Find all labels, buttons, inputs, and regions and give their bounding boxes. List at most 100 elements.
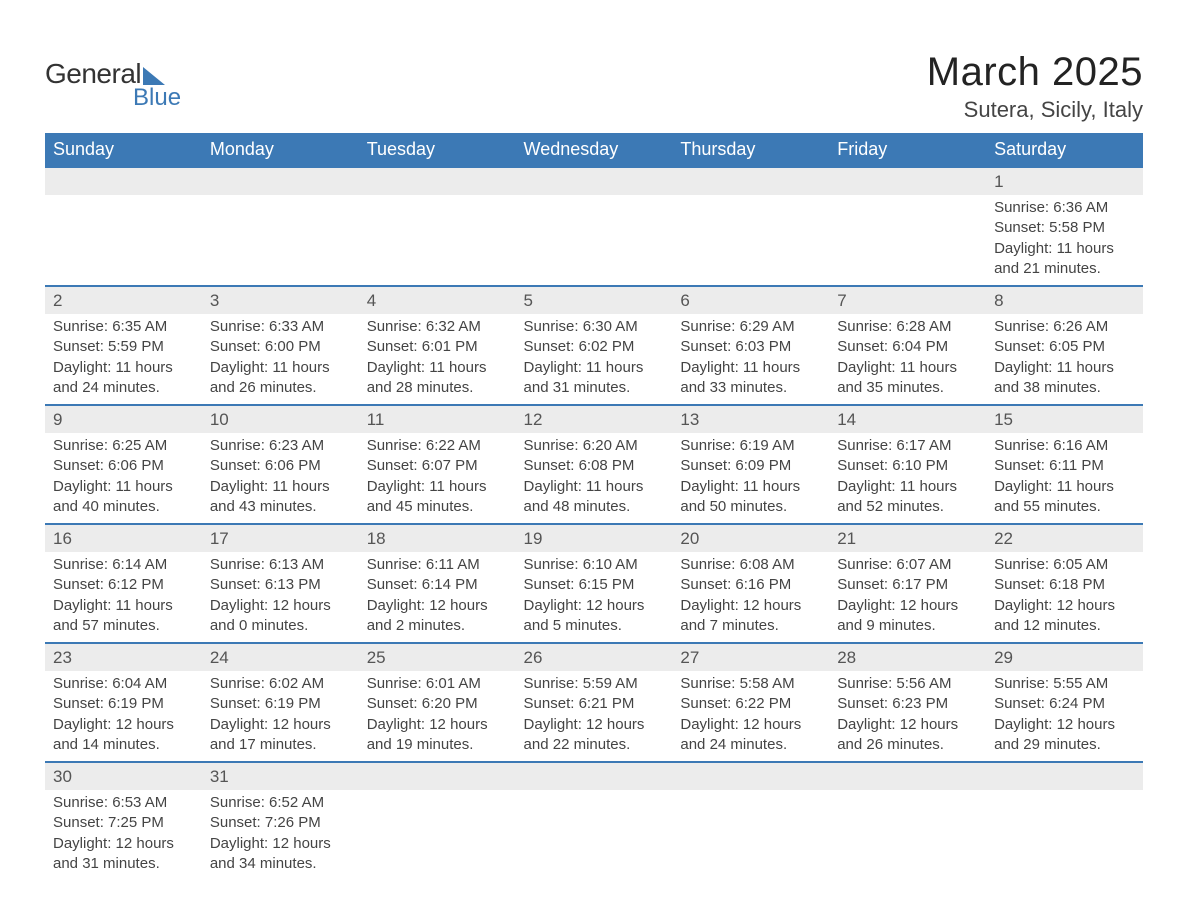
day-number-cell: 28 (829, 643, 986, 671)
day-d2: and 31 minutes. (524, 378, 665, 398)
day-d1: Daylight: 12 hours (994, 596, 1135, 616)
week-detail-row: Sunrise: 6:04 AMSunset: 6:19 PMDaylight:… (45, 671, 1143, 762)
day-number-cell: 27 (672, 643, 829, 671)
day-detail-cell: Sunrise: 6:26 AMSunset: 6:05 PMDaylight:… (986, 314, 1143, 405)
brand-triangle-icon (143, 67, 165, 85)
day-number-cell (516, 167, 673, 195)
day-header: Friday (829, 133, 986, 167)
day-d1: Daylight: 11 hours (210, 477, 351, 497)
day-sunrise: Sunrise: 6:35 AM (53, 317, 194, 337)
day-d1: Daylight: 12 hours (367, 596, 508, 616)
day-header: Wednesday (516, 133, 673, 167)
day-number-cell: 22 (986, 524, 1143, 552)
day-d2: and 50 minutes. (680, 497, 821, 517)
day-d1: Daylight: 12 hours (837, 715, 978, 735)
day-sunrise: Sunrise: 6:05 AM (994, 555, 1135, 575)
day-sunset: Sunset: 6:07 PM (367, 456, 508, 476)
day-sunset: Sunset: 6:11 PM (994, 456, 1135, 476)
day-d1: Daylight: 12 hours (53, 715, 194, 735)
day-sunset: Sunset: 6:06 PM (53, 456, 194, 476)
day-d1: Daylight: 11 hours (53, 477, 194, 497)
day-detail-cell: Sunrise: 6:05 AMSunset: 6:18 PMDaylight:… (986, 552, 1143, 643)
day-number-cell: 16 (45, 524, 202, 552)
day-detail-cell: Sunrise: 6:16 AMSunset: 6:11 PMDaylight:… (986, 433, 1143, 524)
day-sunset: Sunset: 6:24 PM (994, 694, 1135, 714)
day-detail-cell: Sunrise: 6:04 AMSunset: 6:19 PMDaylight:… (45, 671, 202, 762)
day-detail-cell: Sunrise: 6:01 AMSunset: 6:20 PMDaylight:… (359, 671, 516, 762)
day-detail-cell: Sunrise: 6:28 AMSunset: 6:04 PMDaylight:… (829, 314, 986, 405)
month-title: March 2025 (927, 50, 1143, 95)
day-detail-cell: Sunrise: 6:25 AMSunset: 6:06 PMDaylight:… (45, 433, 202, 524)
day-sunrise: Sunrise: 6:01 AM (367, 674, 508, 694)
day-detail-cell: Sunrise: 6:36 AMSunset: 5:58 PMDaylight:… (986, 195, 1143, 286)
day-sunrise: Sunrise: 6:07 AM (837, 555, 978, 575)
day-detail-cell: Sunrise: 6:53 AMSunset: 7:25 PMDaylight:… (45, 790, 202, 880)
week-detail-row: Sunrise: 6:14 AMSunset: 6:12 PM Daylight:… (45, 552, 1143, 643)
day-number-cell (45, 167, 202, 195)
day-sunset: Sunset: 6:12 PM (53, 575, 194, 595)
day-d2: and 0 minutes. (210, 616, 351, 636)
day-d1: Daylight: 12 hours (994, 715, 1135, 735)
day-d1: Daylight: 11 hours (367, 358, 508, 378)
day-number-cell: 19 (516, 524, 673, 552)
day-d2: and 35 minutes. (837, 378, 978, 398)
day-sunrise: Sunrise: 5:58 AM (680, 674, 821, 694)
week-daynum-row: 9101112131415 (45, 405, 1143, 433)
day-detail-cell: Sunrise: 6:08 AMSunset: 6:16 PMDaylight:… (672, 552, 829, 643)
day-d2: and 9 minutes. (837, 616, 978, 636)
day-sunset: Sunset: 6:18 PM (994, 575, 1135, 595)
day-sunrise: Sunrise: 5:59 AM (524, 674, 665, 694)
day-detail-cell (359, 790, 516, 880)
day-number-cell (829, 167, 986, 195)
day-detail-cell (359, 195, 516, 286)
day-d2: and 31 minutes. (53, 854, 194, 874)
day-d2: and 34 minutes. (210, 854, 351, 874)
day-d2: and 2 minutes. (367, 616, 508, 636)
day-d1: Daylight: 11 hours (524, 358, 665, 378)
week-detail-row: Sunrise: 6:35 AMSunset: 5:59 PMDaylight:… (45, 314, 1143, 405)
day-d1: Daylight: 12 hours (680, 596, 821, 616)
day-sunrise: Sunrise: 6:52 AM (210, 793, 351, 813)
day-number-cell: 9 (45, 405, 202, 433)
day-d1: Daylight: 12 hours (210, 834, 351, 854)
day-d2: and 55 minutes. (994, 497, 1135, 517)
day-number-cell: 2 (45, 286, 202, 314)
day-d2: and 45 minutes. (367, 497, 508, 517)
day-number-cell (202, 167, 359, 195)
day-header-row: Sunday Monday Tuesday Wednesday Thursday… (45, 133, 1143, 167)
day-detail-cell: Sunrise: 5:58 AMSunset: 6:22 PMDaylight:… (672, 671, 829, 762)
week-detail-row: Sunrise: 6:25 AMSunset: 6:06 PMDaylight:… (45, 433, 1143, 524)
day-d1: Daylight: 11 hours (53, 358, 194, 378)
day-header: Sunday (45, 133, 202, 167)
day-d1: Daylight: 12 hours (367, 715, 508, 735)
day-detail-cell: Sunrise: 6:19 AMSunset: 6:09 PMDaylight:… (672, 433, 829, 524)
day-number-cell: 30 (45, 762, 202, 790)
day-detail-cell (516, 195, 673, 286)
day-number-cell: 14 (829, 405, 986, 433)
day-sunrise: Sunrise: 5:56 AM (837, 674, 978, 694)
day-sunrise: Sunrise: 6:14 AM (53, 555, 194, 575)
day-number-cell: 18 (359, 524, 516, 552)
day-sunset: Sunset: 6:19 PM (53, 694, 194, 714)
day-d1: Daylight: 12 hours (210, 715, 351, 735)
day-sunrise: Sunrise: 6:33 AM (210, 317, 351, 337)
day-d1: Daylight: 11 hours (994, 239, 1135, 259)
day-d2: and 52 minutes. (837, 497, 978, 517)
day-sunrise: Sunrise: 6:11 AM (367, 555, 508, 575)
brand-name-1: General (45, 58, 141, 90)
day-detail-cell: Sunrise: 6:32 AMSunset: 6:01 PMDaylight:… (359, 314, 516, 405)
day-d1: Daylight: 11 hours (210, 358, 351, 378)
day-d1: Daylight: 11 hours (367, 477, 508, 497)
day-number-cell: 21 (829, 524, 986, 552)
day-sunrise: Sunrise: 6:16 AM (994, 436, 1135, 456)
day-d2: and 17 minutes. (210, 735, 351, 755)
day-sunrise: Sunrise: 6:02 AM (210, 674, 351, 694)
day-number-cell: 8 (986, 286, 1143, 314)
day-detail-cell: Sunrise: 5:59 AMSunset: 6:21 PMDaylight:… (516, 671, 673, 762)
day-sunset: Sunset: 6:01 PM (367, 337, 508, 357)
day-d2: and 38 minutes. (994, 378, 1135, 398)
day-d2: and 29 minutes. (994, 735, 1135, 755)
day-sunset: Sunset: 7:26 PM (210, 813, 351, 833)
day-d1: Daylight: 11 hours (680, 477, 821, 497)
day-sunset: Sunset: 6:06 PM (210, 456, 351, 476)
